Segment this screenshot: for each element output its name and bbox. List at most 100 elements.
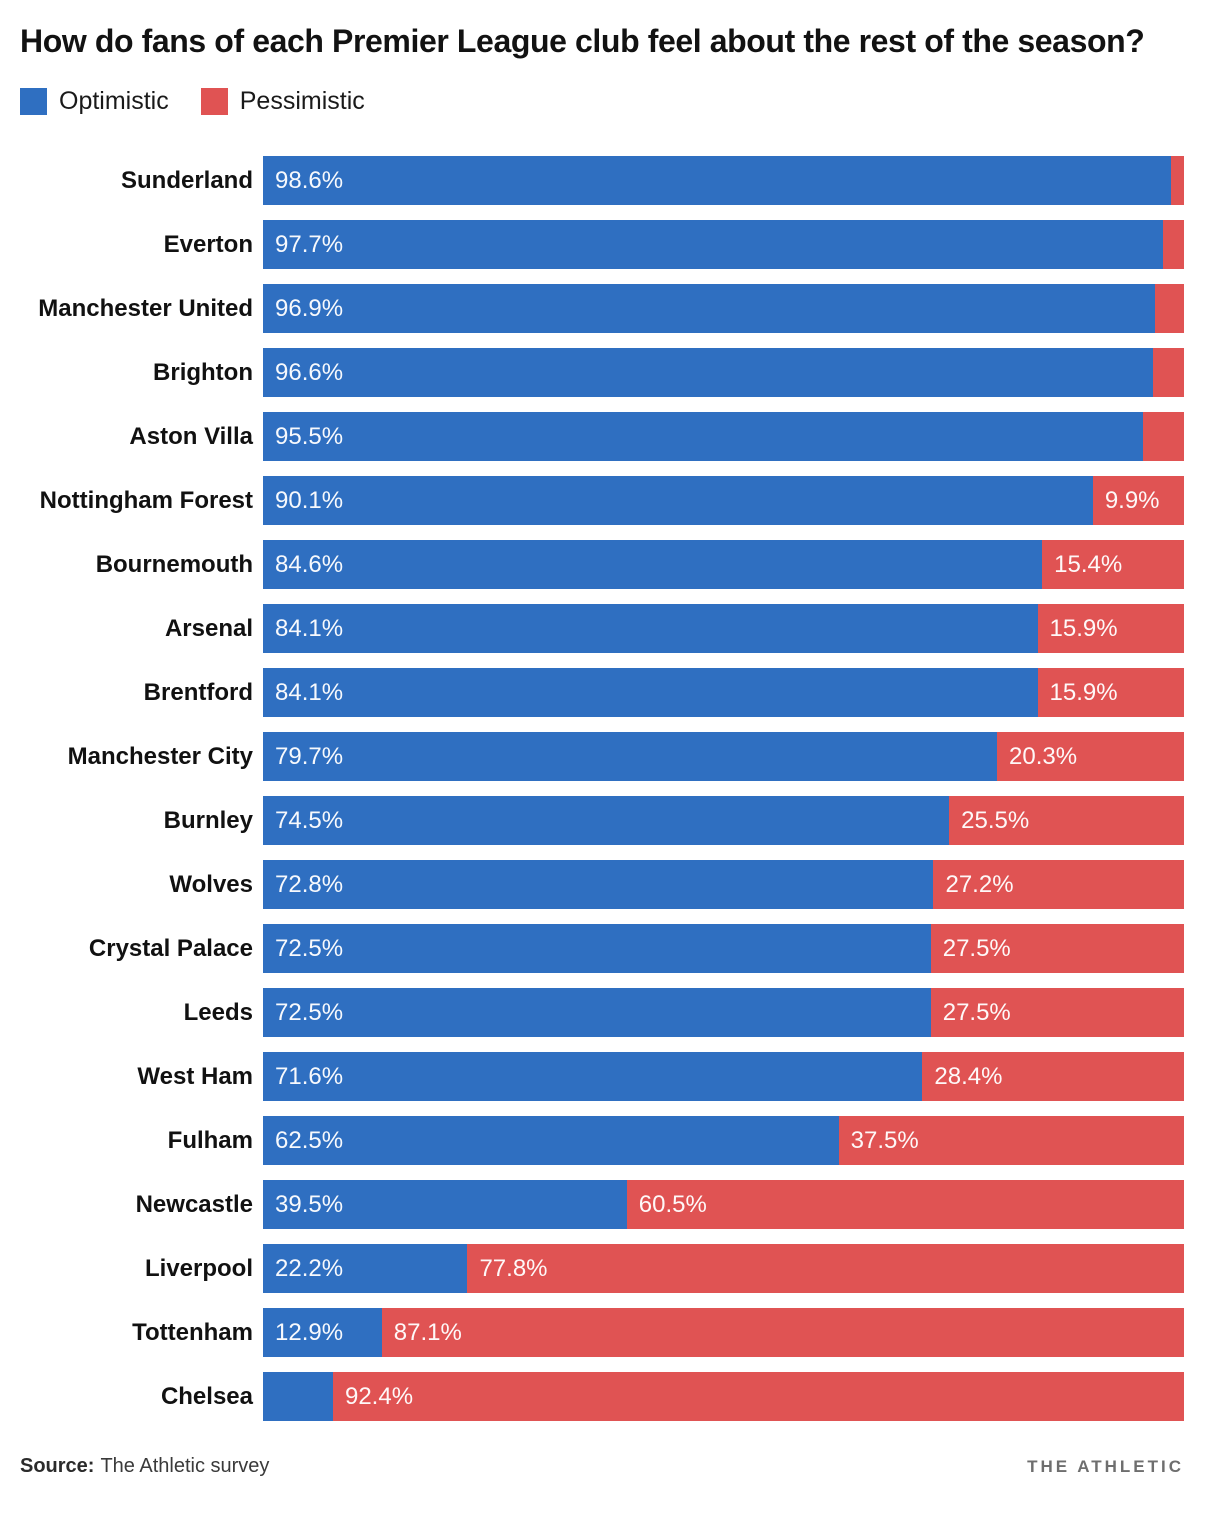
optimistic-value-label: 39.5% bbox=[275, 1191, 344, 1219]
pessimistic-segment: 37.5% bbox=[838, 1116, 1184, 1166]
pessimistic-segment: 9.9% bbox=[1092, 476, 1184, 526]
pessimistic-segment: 27.2% bbox=[933, 860, 1184, 910]
pessimistic-segment bbox=[1155, 284, 1184, 334]
stacked-bar-chart: Sunderland 98.6% Everton 97.7% Manchester Un… bbox=[20, 156, 1184, 1422]
club-label: Chelsea bbox=[160, 1383, 253, 1411]
pessimistic-segment: 87.1% bbox=[381, 1308, 1184, 1358]
stacked-bar: 98.6% bbox=[263, 156, 1184, 206]
optimistic-value-label: 79.7% bbox=[275, 743, 344, 771]
pessimistic-value-label: 15.9% bbox=[1049, 615, 1118, 643]
stacked-bar: 92.4% bbox=[263, 1372, 1184, 1422]
legend-item-optimistic: Optimistic bbox=[20, 87, 169, 116]
pessimistic-segment: 15.9% bbox=[1037, 668, 1184, 718]
club-label: Tottenham bbox=[132, 1319, 253, 1347]
club-label: West Ham bbox=[137, 1063, 253, 1091]
pessimistic-segment: 77.8% bbox=[467, 1244, 1184, 1294]
optimistic-segment: 97.7% bbox=[263, 220, 1163, 270]
pessimistic-segment: 27.5% bbox=[930, 988, 1184, 1038]
stacked-bar: 84.1% 15.9% bbox=[263, 668, 1184, 718]
optimistic-segment: 72.5% bbox=[263, 988, 931, 1038]
legend-label-optimistic: Optimistic bbox=[59, 87, 169, 116]
stacked-bar: 22.2% 77.8% bbox=[263, 1244, 1184, 1294]
source-note: Source: The Athletic survey bbox=[20, 1455, 269, 1478]
optimistic-segment: 72.8% bbox=[263, 860, 934, 910]
stacked-bar: 96.6% bbox=[263, 348, 1184, 398]
stacked-bar: 72.8% 27.2% bbox=[263, 860, 1184, 910]
optimistic-segment: 90.1% bbox=[263, 476, 1093, 526]
optimistic-value-label: 98.6% bbox=[275, 167, 344, 195]
chart-row: Tottenham 12.9% 87.1% bbox=[20, 1308, 1184, 1358]
optimistic-value-label: 84.1% bbox=[275, 679, 344, 707]
optimistic-segment: 72.5% bbox=[263, 924, 931, 974]
optimistic-segment: 22.2% bbox=[263, 1244, 468, 1294]
club-label: Wolves bbox=[169, 871, 253, 899]
stacked-bar: 39.5% 60.5% bbox=[263, 1180, 1184, 1230]
optimistic-value-label: 84.1% bbox=[275, 615, 344, 643]
legend-item-pessimistic: Pessimistic bbox=[200, 87, 365, 116]
pessimistic-segment: 28.4% bbox=[922, 1052, 1184, 1102]
stacked-bar: 72.5% 27.5% bbox=[263, 988, 1184, 1038]
pessimistic-value-label: 27.5% bbox=[942, 935, 1011, 963]
pessimistic-value-label: 27.2% bbox=[945, 871, 1014, 899]
pessimistic-value-label: 77.8% bbox=[479, 1255, 548, 1283]
club-label: Manchester City bbox=[67, 743, 253, 771]
stacked-bar: 90.1% 9.9% bbox=[263, 476, 1184, 526]
source-text: The Athletic survey bbox=[100, 1455, 270, 1478]
optimistic-value-label: 96.9% bbox=[275, 295, 344, 323]
pessimistic-value-label: 92.4% bbox=[344, 1383, 414, 1411]
chart-row: Everton 97.7% bbox=[20, 220, 1184, 270]
optimistic-value-label: 22.2% bbox=[275, 1255, 344, 1283]
pessimistic-value-label: 60.5% bbox=[638, 1191, 707, 1219]
footer: Source: The Athletic survey THE ATHLETIC bbox=[20, 1455, 1184, 1478]
legend-label-pessimistic: Pessimistic bbox=[239, 87, 365, 116]
chart-row: Bournemouth 84.6% 15.4% bbox=[20, 540, 1184, 590]
optimistic-segment: 84.1% bbox=[263, 668, 1038, 718]
pessimistic-segment: 15.9% bbox=[1037, 604, 1184, 654]
club-label: Manchester United bbox=[38, 295, 253, 323]
pessimistic-segment bbox=[1142, 412, 1184, 462]
optimistic-value-label: 95.5% bbox=[275, 423, 344, 451]
chart-row: Chelsea 92.4% bbox=[20, 1372, 1184, 1422]
stacked-bar: 95.5% bbox=[263, 412, 1184, 462]
club-label: Crystal Palace bbox=[88, 935, 253, 963]
chart-row: Nottingham Forest 90.1% 9.9% bbox=[20, 476, 1184, 526]
optimistic-segment: 96.6% bbox=[263, 348, 1153, 398]
optimistic-value-label: 96.6% bbox=[275, 359, 344, 387]
club-label: Brighton bbox=[153, 359, 253, 387]
club-label: Everton bbox=[163, 231, 253, 259]
chart-row: Sunderland 98.6% bbox=[20, 156, 1184, 206]
pessimistic-segment bbox=[1162, 220, 1184, 270]
pessimistic-value-label: 25.5% bbox=[961, 807, 1030, 835]
stacked-bar: 96.9% bbox=[263, 284, 1184, 334]
chart-row: Brighton 96.6% bbox=[20, 348, 1184, 398]
stacked-bar: 97.7% bbox=[263, 220, 1184, 270]
club-label: Fulham bbox=[167, 1127, 253, 1155]
club-label: Nottingham Forest bbox=[39, 487, 253, 515]
optimistic-value-label: 72.5% bbox=[275, 999, 344, 1027]
optimistic-value-label: 71.6% bbox=[275, 1063, 344, 1091]
pessimistic-value-label: 87.1% bbox=[393, 1319, 462, 1347]
pessimistic-value-label: 20.3% bbox=[1009, 743, 1078, 771]
optimistic-value-label: 74.5% bbox=[275, 807, 344, 835]
optimistic-segment: 84.6% bbox=[263, 540, 1043, 590]
optimistic-value-label: 62.5% bbox=[275, 1127, 344, 1155]
chart-row: Burnley 74.5% 25.5% bbox=[20, 796, 1184, 846]
chart-title: How do fans of each Premier League club … bbox=[20, 23, 1145, 59]
pessimistic-segment: 25.5% bbox=[949, 796, 1184, 846]
stacked-bar: 84.1% 15.9% bbox=[263, 604, 1184, 654]
optimistic-segment: 95.5% bbox=[263, 412, 1143, 462]
brand-logo: THE ATHLETIC bbox=[1027, 1457, 1184, 1477]
optimistic-value-label: 72.5% bbox=[275, 935, 344, 963]
stacked-bar: 62.5% 37.5% bbox=[263, 1116, 1184, 1166]
chart-row: Wolves 72.8% 27.2% bbox=[20, 860, 1184, 910]
chart-row: Manchester City 79.7% 20.3% bbox=[20, 732, 1184, 782]
optimistic-value-label: 12.9% bbox=[275, 1319, 344, 1347]
optimistic-value-label: 90.1% bbox=[275, 487, 344, 515]
optimistic-value-label: 97.7% bbox=[275, 231, 344, 259]
chart-row: Manchester United 96.9% bbox=[20, 284, 1184, 334]
legend: Optimistic Pessimistic bbox=[20, 87, 1184, 116]
chart-row: Brentford 84.1% 15.9% bbox=[20, 668, 1184, 718]
pessimistic-value-label: 9.9% bbox=[1104, 487, 1160, 515]
club-label: Leeds bbox=[183, 999, 253, 1027]
